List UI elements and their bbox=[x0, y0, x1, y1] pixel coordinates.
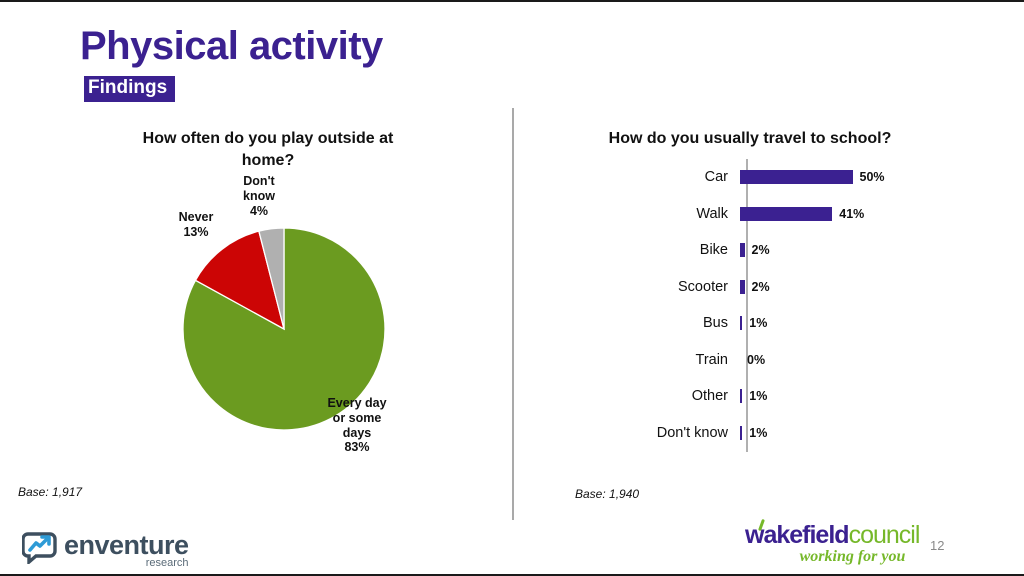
pie-base-note: Base: 1,917 bbox=[18, 485, 83, 499]
page-title: Physical activity bbox=[80, 24, 383, 68]
bar-track: 41% bbox=[738, 196, 864, 233]
bar-fill bbox=[740, 279, 745, 294]
pie-chart-title: How often do you play outside at home? bbox=[142, 130, 394, 169]
bar-value-label: 1% bbox=[749, 425, 768, 440]
findings-badge: Findings bbox=[84, 76, 176, 102]
bar-category-label: Don't know bbox=[656, 424, 728, 441]
wakefield-council-logo: wakefieldcouncil working for you bbox=[745, 518, 921, 565]
bar-category-label: Walk bbox=[696, 205, 728, 222]
bar-row: Scooter 2% bbox=[600, 269, 1000, 306]
bar-category-label: Scooter bbox=[678, 278, 728, 295]
bar-track: 2% bbox=[738, 232, 770, 269]
bar-value-label: 2% bbox=[751, 243, 770, 258]
bar-track: 1% bbox=[738, 305, 767, 342]
bar-value-label: 41% bbox=[839, 206, 865, 221]
bar-track: 1% bbox=[738, 378, 767, 415]
bar-base-note: Base: 1,940 bbox=[575, 487, 640, 501]
bar-category-label: Bike bbox=[699, 242, 728, 259]
bar-row: Train 0% bbox=[600, 342, 1000, 379]
pie-label-dont-know: Don't know 4% bbox=[243, 174, 275, 218]
bar-category-label: Other bbox=[691, 388, 728, 405]
bar-category-label: Car bbox=[704, 169, 728, 186]
bar-chart-title: How do you usually travel to school? bbox=[608, 130, 892, 147]
bar-value-label: 50% bbox=[859, 170, 885, 185]
bar-fill bbox=[740, 389, 743, 404]
pie-slice-2 bbox=[258, 227, 285, 330]
bar-row: Car 50% bbox=[600, 159, 1000, 196]
bar-track: 1% bbox=[738, 415, 767, 452]
bar-value-label: 0% bbox=[747, 352, 766, 367]
bar-track: 2% bbox=[738, 269, 770, 306]
bar-fill bbox=[740, 243, 745, 258]
bar-fill bbox=[740, 425, 743, 440]
bar-value-label: 1% bbox=[749, 389, 768, 404]
vertical-divider bbox=[512, 108, 514, 520]
enventure-speech-bubble-arrow-icon bbox=[21, 532, 58, 569]
pie-slice-1 bbox=[194, 230, 286, 331]
pie-label-never: Never 13% bbox=[178, 210, 214, 239]
bar-category-label: Bus bbox=[703, 315, 728, 332]
wakefield-tagline: working for you bbox=[799, 548, 906, 565]
bar-chart-axis-line bbox=[746, 159, 748, 452]
enventure-logo: enventure research bbox=[21, 530, 189, 569]
bar-value-label: 2% bbox=[751, 279, 770, 294]
bar-track: 0% bbox=[738, 342, 765, 379]
bar-row: Other 1% bbox=[600, 378, 1000, 415]
bar-category-label: Train bbox=[695, 351, 729, 368]
bar-row: Walk 41% bbox=[600, 196, 1000, 233]
pie-chart bbox=[182, 227, 386, 431]
bar-fill bbox=[740, 206, 833, 221]
bar-chart: Car 50% Walk 41% Bike 2% Scooter 2% Bus 1% Train 0%… bbox=[600, 159, 1000, 451]
pie-label-everyday: Every day or some days 83% bbox=[327, 396, 387, 455]
bar-track: 50% bbox=[738, 159, 885, 196]
council-wordmark: council bbox=[848, 521, 921, 549]
bar-row: Bus 1% bbox=[600, 305, 1000, 342]
enventure-research-label: research bbox=[145, 557, 189, 569]
enventure-wordmark: enventure bbox=[64, 530, 189, 560]
page-number: 12 bbox=[930, 538, 945, 553]
bar-value-label: 1% bbox=[749, 316, 768, 331]
bar-fill bbox=[740, 316, 743, 331]
bar-fill bbox=[740, 170, 853, 185]
bar-row: Don't know 1% bbox=[600, 415, 1000, 452]
bar-row: Bike 2% bbox=[600, 232, 1000, 269]
